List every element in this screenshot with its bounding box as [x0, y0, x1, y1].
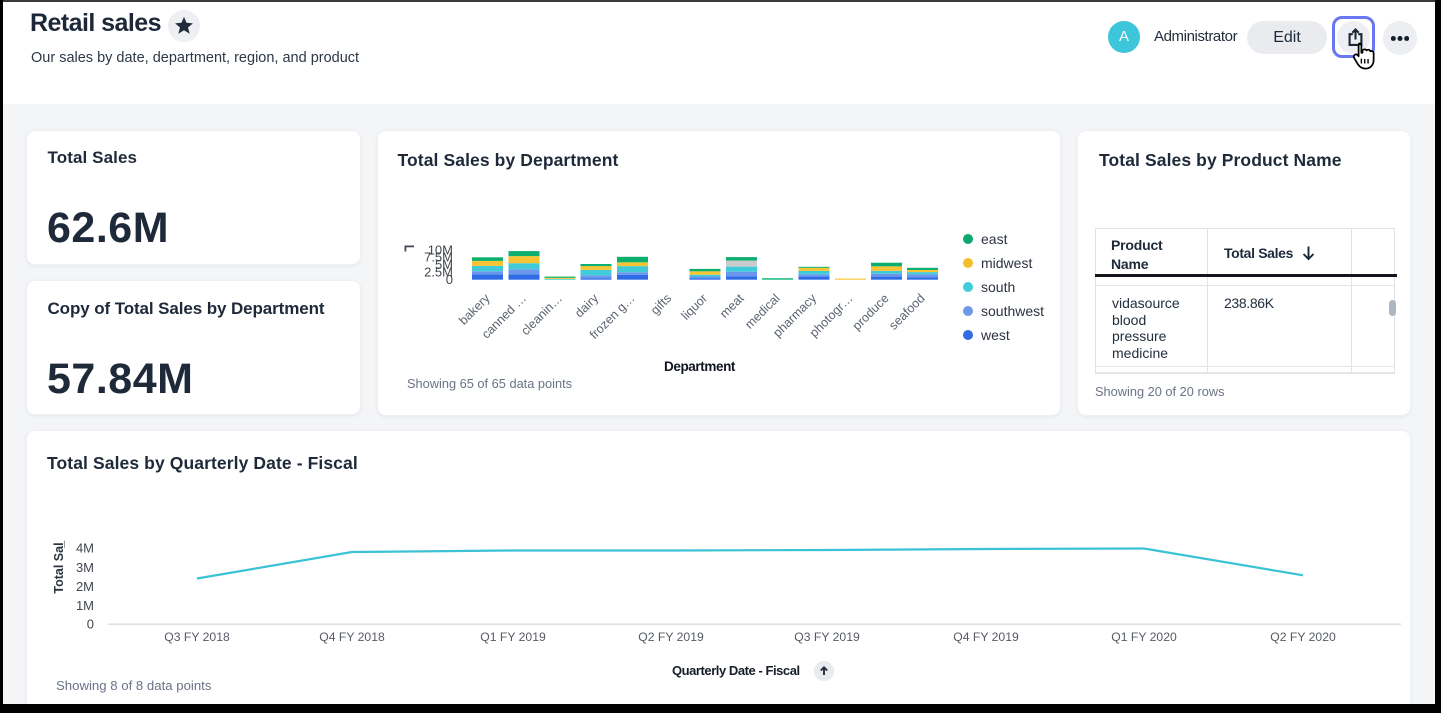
svg-text:3M: 3M	[76, 560, 94, 575]
svg-text:Q4 FY 2018: Q4 FY 2018	[319, 630, 385, 644]
svg-text:seafood: seafood	[886, 291, 927, 332]
svg-text:0: 0	[446, 272, 453, 287]
svg-text:Total Sal̲: Total Sal̲	[52, 540, 66, 593]
svg-text:gifts: gifts	[648, 291, 674, 317]
svg-text:produce: produce	[850, 291, 892, 333]
svg-text:Q2 FY 2019: Q2 FY 2019	[638, 630, 704, 644]
svg-text:5M: 5M	[435, 257, 453, 272]
svg-text:meat: meat	[717, 291, 747, 321]
svg-text:Q4 FY 2019: Q4 FY 2019	[953, 630, 1019, 644]
svg-text:Q1 FY 2020: Q1 FY 2020	[1111, 630, 1177, 644]
svg-text:2M: 2M	[76, 579, 94, 594]
svg-text:10M: 10M	[428, 243, 453, 258]
svg-text:0: 0	[87, 617, 94, 632]
svg-text:dairy: dairy	[572, 291, 602, 321]
svg-text:Q1 FY 2019: Q1 FY 2019	[480, 630, 546, 644]
svg-text:Q3 FY 2018: Q3 FY 2018	[164, 630, 230, 644]
svg-text:Q2 FY 2020: Q2 FY 2020	[1270, 630, 1336, 644]
svg-text:Q3 FY 2019: Q3 FY 2019	[794, 630, 860, 644]
svg-text:4M: 4M	[76, 541, 94, 556]
svg-text:2.5M: 2.5M	[424, 265, 453, 280]
svg-text:liquor: liquor	[679, 291, 711, 323]
svg-text:1M: 1M	[76, 598, 94, 613]
svg-text:7.5M: 7.5M	[424, 250, 453, 265]
